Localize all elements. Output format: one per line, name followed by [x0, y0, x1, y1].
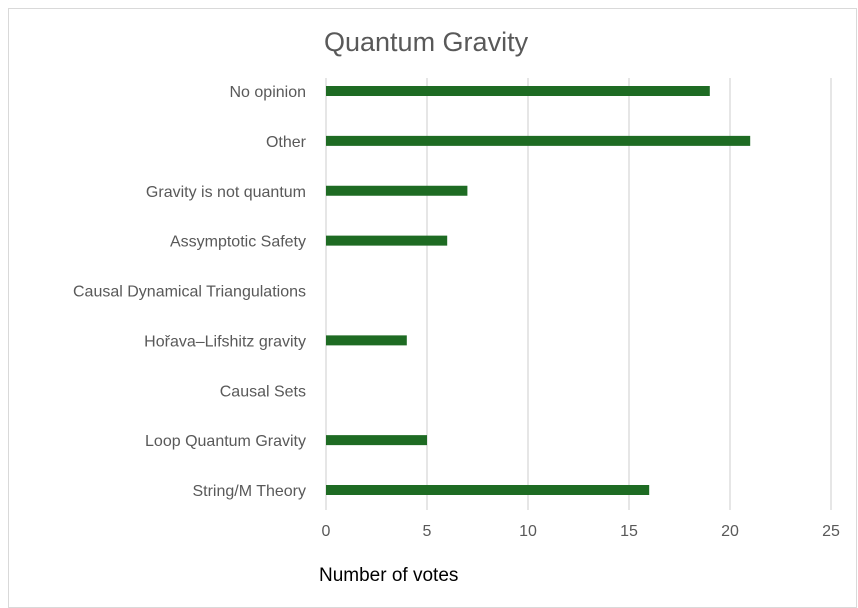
- x-tick-label: 0: [322, 523, 331, 540]
- bar: [326, 335, 407, 346]
- category-label: Causal Dynamical Triangulations: [73, 284, 306, 301]
- chart-title: Quantum Gravity: [324, 27, 529, 57]
- x-axis-label: Number of votes: [319, 565, 459, 586]
- x-tick-label: 25: [822, 523, 840, 540]
- x-tick-label: 10: [519, 523, 537, 540]
- bar: [326, 86, 710, 96]
- category-label: No opinion: [230, 84, 307, 101]
- bar: [326, 435, 427, 446]
- category-label: Assymptotic Safety: [170, 234, 306, 251]
- category-label: Hořava–Lifshitz gravity: [144, 333, 306, 350]
- chart-frame: [8, 8, 857, 608]
- category-label: Causal Sets: [220, 383, 306, 400]
- bar: [326, 185, 468, 196]
- category-label: Other: [266, 134, 307, 151]
- bar-chart: 0 5 10 15 20 25 No opinion Other Gravity is not …: [73, 78, 840, 540]
- category-label: String/M Theory: [192, 483, 306, 500]
- bar: [326, 135, 751, 146]
- x-tick-label: 15: [620, 523, 638, 540]
- bar: [326, 235, 448, 246]
- category-label: Loop Quantum Gravity: [145, 433, 306, 450]
- x-tick-label: 5: [423, 523, 432, 540]
- x-tick-label: 20: [721, 523, 739, 540]
- bar: [326, 485, 650, 495]
- category-label: Gravity is not quantum: [146, 184, 306, 201]
